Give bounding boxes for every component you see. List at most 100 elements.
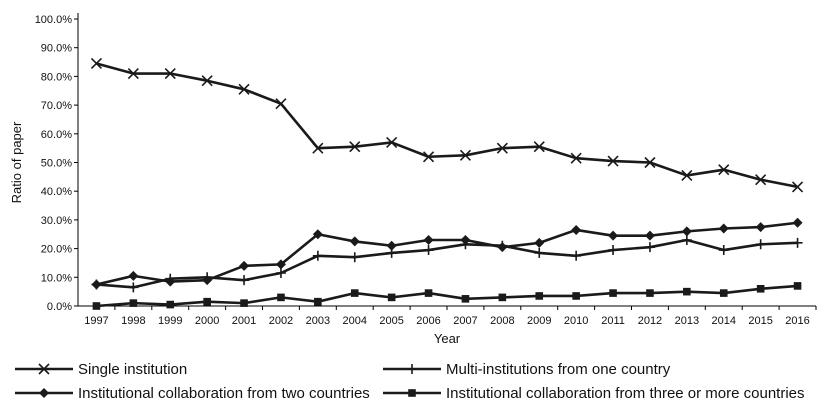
y-tick-label: 20.0% [41, 244, 72, 256]
x-axis-title: Year [434, 331, 461, 346]
data-point-square [572, 292, 580, 300]
plot-area: 0.0% 10.0% 20.0% 30.0% 40.0% 50.0% 60.0% 70.0% 8… [9, 13, 817, 346]
data-point-diamond [571, 224, 582, 235]
data-point-square [92, 302, 101, 310]
series-1 [90, 57, 804, 193]
data-point-plus [534, 247, 545, 258]
legend-marker-plus [407, 364, 417, 374]
data-point-square [461, 295, 470, 303]
data-point-x [496, 142, 508, 154]
data-point-diamond [275, 259, 286, 270]
x-tick-label: 1999 [158, 315, 182, 327]
data-point-diamond [755, 222, 766, 233]
data-point-square [498, 293, 507, 302]
data-point-square [166, 300, 175, 309]
data-point-plus [349, 252, 360, 263]
data-point-square [424, 289, 433, 297]
legend-item: Institutional collaboration from three o… [383, 385, 805, 402]
x-tick-label: 1998 [121, 315, 145, 327]
data-point-x [459, 149, 472, 161]
data-point-diamond [497, 242, 508, 253]
legend-label: Single institution [78, 361, 187, 378]
data-point-plus [571, 250, 582, 261]
data-point-square [129, 299, 138, 307]
data-point-diamond [681, 226, 692, 237]
x-tick-label: 2007 [453, 315, 477, 327]
data-point-square [240, 299, 248, 307]
data-point-x [90, 57, 103, 70]
x-tick-label: 2005 [379, 315, 403, 327]
data-point-x [422, 151, 435, 163]
x-tick-label: 2012 [638, 315, 662, 327]
legend-marker-x [38, 363, 50, 375]
data-point-plus [718, 245, 729, 256]
data-point-diamond [239, 260, 250, 271]
data-point-x [718, 164, 730, 176]
series-line [96, 62, 798, 189]
data-point-square [314, 297, 322, 306]
data-point-diamond [91, 279, 102, 290]
y-tick-label: 40.0% [41, 186, 72, 198]
data-point-square [387, 293, 396, 302]
data-point-square [350, 289, 359, 297]
legend-marker-diamond [39, 388, 49, 398]
data-point-diamond [423, 234, 434, 245]
data-point-x [755, 174, 767, 186]
x-tick-label: 2009 [527, 315, 551, 327]
y-tick-label: 50.0% [41, 158, 72, 170]
data-point-x [275, 98, 287, 110]
series-4 [92, 282, 802, 310]
data-point-square [719, 289, 728, 297]
data-point-plus [312, 250, 323, 261]
series-line [96, 284, 798, 308]
x-tick-label: 2004 [343, 315, 367, 327]
x-tick-label: 2013 [675, 315, 699, 327]
y-tick-label: 10.0% [41, 272, 72, 284]
x-tick-label: 2002 [269, 315, 293, 327]
legend-item: Multi-institutions from one country [383, 361, 671, 378]
data-point-x [312, 142, 324, 154]
data-point-plus [681, 234, 692, 245]
data-point-diamond [386, 240, 397, 251]
data-point-square [683, 287, 691, 296]
data-point-diamond [349, 236, 360, 247]
data-point-diamond [644, 230, 655, 241]
y-tick-label: 90.0% [41, 43, 72, 55]
x-tick-label: 2015 [748, 315, 772, 327]
data-point-x [127, 67, 139, 80]
data-point-square [793, 282, 802, 290]
x-tick-label: 2006 [416, 315, 440, 327]
x-tick-label: 2001 [232, 315, 256, 327]
data-point-diamond [718, 223, 729, 234]
data-point-plus [239, 275, 250, 286]
data-point-diamond [128, 270, 139, 281]
data-point-square [609, 289, 617, 297]
data-point-diamond [312, 229, 323, 240]
data-point-plus [608, 245, 619, 256]
data-point-x [607, 155, 619, 167]
legend-item: Institutional collaboration from two cou… [15, 385, 370, 402]
data-point-x [533, 141, 545, 153]
y-tick-label: 30.0% [41, 215, 72, 227]
data-point-x [570, 152, 582, 164]
x-tick-label: 2003 [306, 315, 330, 327]
data-point-x [681, 169, 693, 181]
y-tick-label: 80.0% [41, 71, 72, 83]
data-point-x [164, 67, 176, 80]
x-tick-label: 2000 [195, 315, 219, 327]
x-tick-label: 2016 [785, 315, 809, 327]
series-2 [91, 234, 803, 293]
y-tick-label: 100.0% [35, 14, 73, 26]
legend-item: Single institution [15, 361, 187, 378]
data-point-plus [275, 267, 286, 278]
data-point-diamond [534, 237, 545, 248]
y-axis-title: Ratio of paper [9, 121, 24, 203]
data-point-x [238, 83, 250, 95]
data-point-plus [128, 282, 139, 293]
series-line [96, 221, 798, 286]
data-point-square [203, 297, 211, 306]
data-point-plus [755, 239, 766, 250]
x-tick-label: 2011 [601, 315, 625, 327]
y-tick-label: 70.0% [41, 100, 72, 112]
